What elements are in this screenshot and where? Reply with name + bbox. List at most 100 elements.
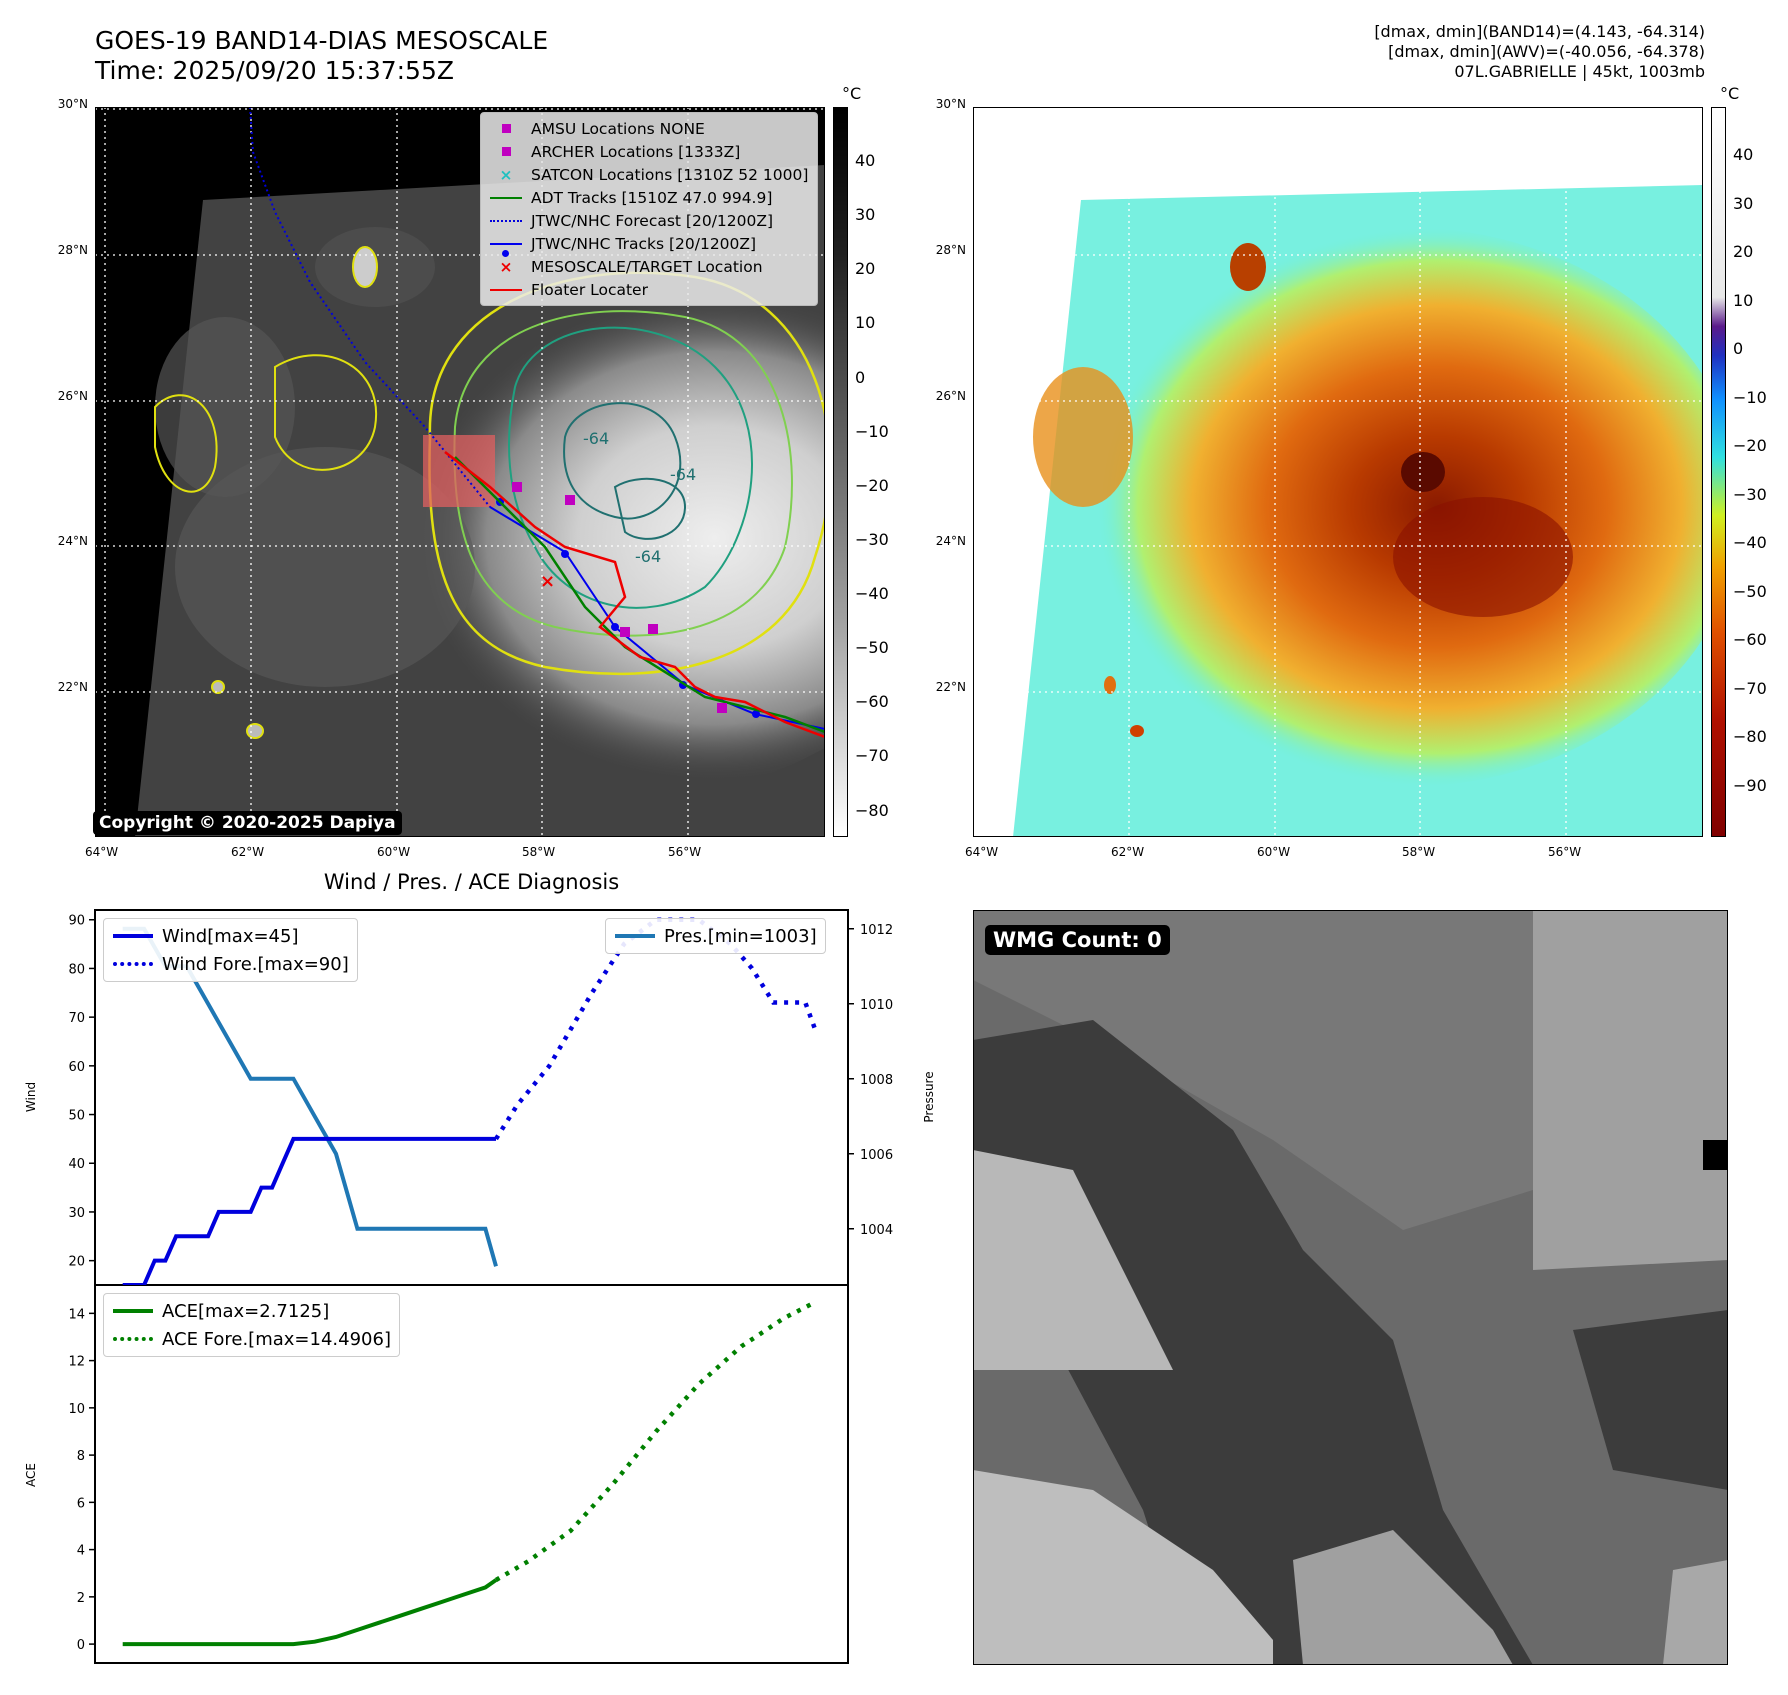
lat-label: 28°N	[57, 243, 88, 257]
y-tick-label: 12	[68, 1355, 85, 1370]
cbar-tick: −20	[855, 476, 889, 495]
contour-label: -64	[670, 465, 696, 484]
y-tick-label: 40	[68, 1157, 85, 1172]
lat-label: 26°N	[57, 389, 88, 403]
ace-ylabel: ACE	[24, 1463, 38, 1487]
legend-item-floater: Floater Locater	[489, 278, 809, 301]
ir-colorbar	[833, 107, 848, 837]
figure-title: GOES-19 BAND14-DIAS MESOSCALE	[95, 26, 549, 55]
ace-legend: ACE[max=2.7125] ACE Fore.[max=14.4906]	[103, 1293, 400, 1357]
legend-item-forecast: JTWC/NHC Forecast [20/1200Z]	[489, 209, 809, 232]
y-tick-label: 1006	[860, 1148, 893, 1163]
wind-series-line	[122, 1136, 496, 1287]
x-marker-icon: ×	[499, 257, 513, 276]
legend-item-adt: ADT Tracks [1510Z 47.0 994.9]	[489, 186, 809, 209]
cbar-tick: −60	[855, 692, 889, 711]
awv-map	[973, 107, 1703, 837]
legend-item-pressure: Pres.[min=1003]	[614, 922, 817, 950]
y-tick-label: 6	[77, 1496, 85, 1511]
adt-track	[454, 456, 825, 734]
pressure-ylabel: Pressure	[922, 1071, 936, 1122]
cbar-tick: −10	[1733, 388, 1767, 407]
lon-label: 56°W	[1548, 845, 1582, 859]
awv-colorbar-ticks: 40 30 20 10 0 −10 −20 −30 −40 −50 −60 −7…	[1733, 107, 1788, 837]
floater-box	[423, 435, 495, 507]
diagnosis-title: Wind / Pres. / ACE Diagnosis	[323, 870, 620, 894]
best-track	[489, 506, 825, 730]
legend-label: JTWC/NHC Forecast [20/1200Z]	[531, 211, 774, 230]
lat-label: 28°N	[935, 243, 966, 257]
wind-legend: Wind[max=45] Wind Fore.[max=90]	[103, 918, 358, 982]
lon-label: 58°W	[1402, 845, 1436, 859]
ace-chart: 0 2 4 6 8 10 12 14 ACE	[24, 1285, 849, 1664]
legend-label: ACE[max=2.7125]	[162, 1300, 330, 1322]
legend-label: ARCHER Locations [1333Z]	[531, 142, 741, 161]
wind-ylabel: Wind	[24, 1082, 38, 1112]
y-tick-label: 10	[68, 1402, 85, 1417]
awv-lat-labels: 30°N 28°N 26°N 24°N 22°N	[908, 97, 966, 737]
legend-label: ACE Fore.[max=14.4906]	[162, 1328, 391, 1350]
pressure-legend: Pres.[min=1003]	[605, 918, 826, 954]
y-tick-label: 80	[68, 962, 85, 977]
lat-label: 22°N	[57, 680, 88, 694]
legend-label: JTWC/NHC Tracks [20/1200Z]	[531, 234, 757, 253]
target-marker: ×	[540, 571, 555, 592]
cbar-tick: 40	[855, 151, 876, 170]
legend-label: MESOSCALE/TARGET Location	[531, 257, 763, 276]
lon-label: 62°W	[231, 845, 265, 859]
y-tick-label: 2	[77, 1591, 85, 1606]
cbar-tick: −70	[855, 746, 889, 765]
cbar-tick: −30	[855, 530, 889, 549]
lat-label: 22°N	[935, 680, 966, 694]
ace-series-line	[122, 1578, 498, 1647]
cbar-tick: 10	[1733, 291, 1754, 310]
wmg-count-badge: WMG Count: 0	[985, 925, 1170, 955]
awv-gridlines	[973, 107, 1703, 837]
y-tick-label: 90	[68, 914, 85, 929]
cbar-tick: −10	[855, 422, 889, 441]
lon-label: 62°W	[1111, 845, 1145, 859]
legend-label: SATCON Locations [1310Z 52 1000]	[531, 165, 809, 184]
map-legend: AMSU Locations NONE ARCHER Locations [13…	[480, 112, 818, 306]
lon-label: 64°W	[85, 845, 119, 859]
lat-label: 24°N	[57, 534, 88, 548]
legend-item-wind-forecast: Wind Fore.[max=90]	[112, 950, 349, 978]
cbar-tick: −40	[1733, 533, 1767, 552]
cbar-tick: −30	[1733, 485, 1767, 504]
legend-item-ace-forecast: ACE Fore.[max=14.4906]	[112, 1325, 391, 1353]
legend-item-amsu: AMSU Locations NONE	[489, 117, 809, 140]
cbar-tick: −40	[855, 584, 889, 603]
y-tick-label: 1010	[860, 998, 893, 1013]
awv-colorbar-unit: °C	[1720, 84, 1740, 103]
y-tick-label: 14	[68, 1307, 85, 1322]
ir-colorbar-ticks: 40 30 20 10 0 −10 −20 −30 −40 −50 −60 −7…	[855, 107, 915, 837]
line-marker-icon	[113, 934, 153, 938]
figure-time: Time: 2025/09/20 15:37:55Z	[95, 56, 454, 85]
contour-label: -64	[635, 547, 661, 566]
legend-label: Wind[max=45]	[162, 925, 299, 947]
wmg-panel	[973, 910, 1728, 1665]
y-tick-label: 70	[68, 1011, 85, 1026]
cbar-tick: 10	[855, 313, 876, 332]
lon-label: 64°W	[965, 845, 999, 859]
cbar-tick: −20	[1733, 436, 1767, 455]
line-marker-icon	[490, 288, 522, 291]
contour-label: -64	[583, 429, 609, 448]
cbar-tick: −80	[855, 801, 889, 820]
y-tick-label: 50	[68, 1109, 85, 1124]
cbar-tick: 30	[1733, 194, 1754, 213]
legend-label: AMSU Locations NONE	[531, 119, 705, 138]
awv-lon-labels: 64°W 62°W 60°W 58°W 56°W	[965, 845, 1703, 861]
copyright-badge: Copyright © 2020-2025 Dapiya	[93, 811, 402, 835]
y-tick-label: 60	[68, 1060, 85, 1075]
legend-label: Floater Locater	[531, 280, 648, 299]
ir-colorbar-unit: °C	[842, 84, 862, 103]
info-storm: 07L.GABRIELLE | 45kt, 1003mb	[1454, 62, 1705, 81]
cbar-tick: 0	[855, 368, 866, 387]
legend-label: ADT Tracks [1510Z 47.0 994.9]	[531, 188, 773, 207]
cbar-tick: 20	[855, 259, 876, 278]
y-tick-label: 0	[77, 1638, 85, 1653]
y-tick-label: 1008	[860, 1073, 893, 1088]
cbar-tick: −60	[1733, 630, 1767, 649]
cbar-tick: 40	[1733, 145, 1754, 164]
